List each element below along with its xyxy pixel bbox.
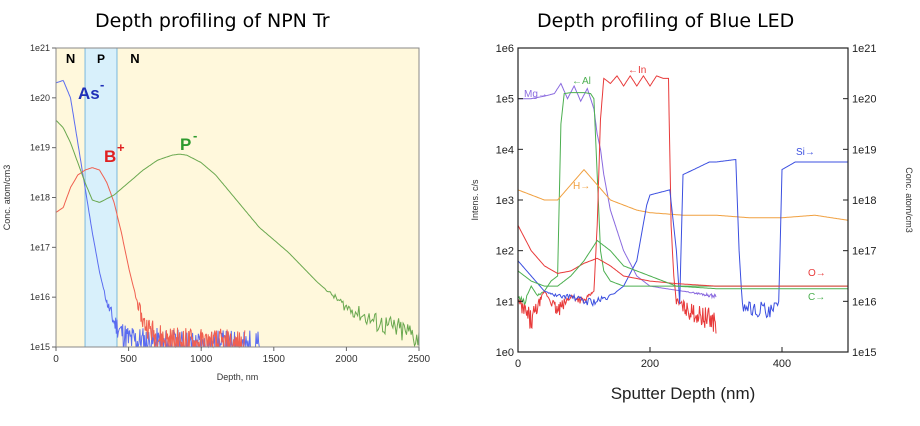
- y2-tick-label: 1e17: [852, 246, 876, 258]
- y2-tick-label: 1e19: [852, 144, 876, 156]
- x-axis-label: Sputter Depth (nm): [611, 384, 756, 403]
- region-label: N: [66, 51, 75, 66]
- y2-tick-label: 1e16: [852, 296, 876, 308]
- x-axis-label: Depth, nm: [217, 372, 259, 382]
- annotation-sup: +: [117, 140, 125, 155]
- y-tick-label: 1e2: [496, 246, 514, 258]
- y-tick-label: 1e18: [30, 193, 50, 203]
- x-tick-label: 2000: [335, 354, 358, 365]
- y-tick-label: 1e0: [496, 347, 514, 359]
- y-tick-label: 1e19: [30, 143, 50, 153]
- series-label-al: ←Al: [572, 76, 591, 87]
- y2-tick-label: 1e18: [852, 195, 876, 207]
- series-line-mg: [518, 82, 717, 300]
- series-line-h: [517, 168, 849, 221]
- y-axis-label: Conc. atom/cm3: [2, 165, 12, 231]
- annotation-as: As: [78, 84, 100, 103]
- series-label-mg: Mg→: [524, 89, 548, 100]
- blue-led-chart: 0 200 400 1e0 1e1 1e2 1e3 1e4 1e5 1e6 1e15 1e16 1e17…: [470, 43, 914, 403]
- x-tick-label: 1000: [190, 354, 213, 365]
- y-tick-label: 1e3: [496, 195, 514, 207]
- region-label: N: [130, 51, 139, 66]
- y2-axis-label: Conc. atom/cm3: [904, 167, 914, 233]
- series-line-b: [55, 167, 246, 349]
- y-tick-label: 1e1: [496, 296, 514, 308]
- y2-tick-label: 1e15: [852, 347, 876, 359]
- region-band: [116, 48, 419, 347]
- series-label-c: C→: [808, 292, 825, 303]
- x-tick-label: 2500: [408, 354, 431, 365]
- series-line-in: [517, 75, 717, 334]
- y-tick-label: 1e15: [30, 342, 50, 352]
- x-tick-label: 1500: [263, 354, 286, 365]
- series-line-al: [517, 92, 848, 307]
- series-line-p: [55, 119, 420, 348]
- x-tick-label: 0: [515, 358, 521, 370]
- annotation-b: B: [104, 147, 116, 166]
- series-line-c: [517, 239, 848, 290]
- right-chart-title: Depth profiling of Blue LED: [537, 10, 795, 32]
- series-line-si: [517, 158, 848, 319]
- annotation-sup: -: [100, 77, 104, 92]
- y-axis-label: Intens. c/s: [470, 179, 480, 221]
- y-tick-label: 1e20: [30, 93, 50, 103]
- region-label: P: [97, 52, 105, 66]
- y-tick-label: 1e4: [496, 144, 514, 156]
- x-tick-label: 200: [641, 358, 659, 370]
- npn-tr-chart: N P N 0 500 1000 1500 2000 2500 1e15 1e16 1e17 1e18 1…: [2, 43, 431, 382]
- y2-tick-label: 1e21: [852, 43, 876, 55]
- series-label-h: H→: [573, 181, 590, 192]
- series-line-o: [517, 225, 848, 287]
- series-label-o: O→: [808, 268, 826, 279]
- y2-tick-label: 1e20: [852, 94, 876, 106]
- x-tick-label: 500: [120, 354, 137, 365]
- x-tick-label: 0: [53, 354, 59, 365]
- y-tick-label: 1e17: [30, 242, 50, 252]
- y-tick-label: 1e6: [496, 43, 514, 55]
- series-label-in: ←In: [628, 65, 646, 76]
- x-tick-label: 400: [773, 358, 791, 370]
- y-tick-label: 1e21: [30, 43, 50, 53]
- y-tick-label: 1e16: [30, 292, 50, 302]
- annotation-p: P: [180, 135, 191, 154]
- y-tick-label: 1e5: [496, 94, 514, 106]
- series-label-si: Si→: [796, 147, 815, 158]
- left-chart-title: Depth profiling of NPN Tr: [95, 10, 330, 32]
- annotation-sup: -: [193, 128, 197, 143]
- region-band: [85, 48, 117, 347]
